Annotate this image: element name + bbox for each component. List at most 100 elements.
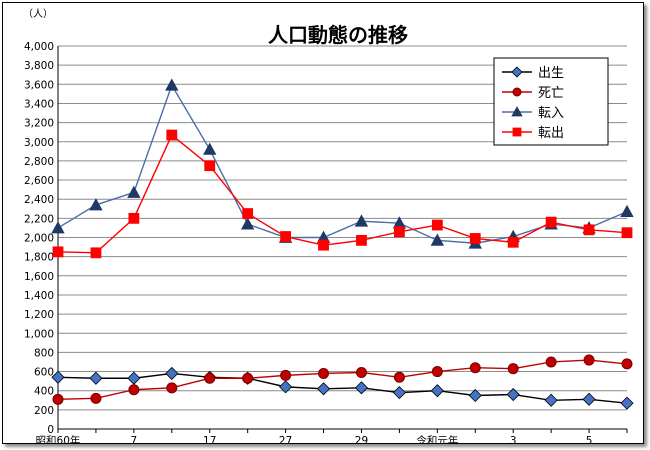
y-tick-label: 1,000 bbox=[24, 328, 54, 340]
data-point bbox=[354, 381, 369, 395]
y-tick-label: 1,800 bbox=[24, 252, 54, 264]
data-point bbox=[506, 387, 520, 402]
data-point bbox=[318, 367, 330, 379]
data-point bbox=[204, 160, 216, 172]
legend-label: 転入 bbox=[538, 106, 564, 121]
data-point bbox=[393, 226, 405, 238]
x-tick-label: 17 bbox=[203, 435, 216, 443]
data-point bbox=[620, 204, 634, 218]
data-point bbox=[166, 382, 178, 394]
data-point bbox=[166, 129, 178, 141]
x-tick-label: 昭和60年 bbox=[36, 434, 81, 443]
legend-marker bbox=[512, 87, 522, 97]
data-point bbox=[355, 367, 367, 379]
data-point bbox=[280, 369, 292, 381]
y-tick-label: 3,000 bbox=[24, 137, 54, 149]
data-point bbox=[393, 371, 405, 383]
series-line bbox=[57, 372, 628, 404]
data-point bbox=[128, 212, 140, 224]
series-line bbox=[57, 359, 628, 401]
legend-item: 転入 bbox=[502, 106, 564, 121]
data-point bbox=[52, 246, 64, 258]
data-point bbox=[165, 366, 179, 381]
x-tick-label: 3 bbox=[510, 435, 517, 443]
legend-label: 転出 bbox=[538, 126, 564, 141]
y-axis-ticks: 0 200 400 600 800 1,000 1,200 1,400 1,600 1,800 2,… bbox=[24, 41, 54, 436]
y-tick-label: 3,400 bbox=[24, 98, 54, 110]
data-point bbox=[89, 371, 103, 385]
y-tick-label: 2,200 bbox=[24, 213, 54, 225]
y-tick-label: 1,400 bbox=[24, 290, 54, 302]
y-tick-label: 3,600 bbox=[24, 79, 54, 91]
y-tick-label: 1,200 bbox=[24, 309, 54, 321]
chart-title: 人口動態の推移 bbox=[268, 23, 408, 47]
data-point bbox=[620, 396, 634, 410]
chart-frame: 人口動態の推移 （人） 0 200 400 600 800 1,000 1,200 1,400… bbox=[2, 2, 644, 444]
y-tick-label: 3,800 bbox=[24, 60, 54, 72]
data-point bbox=[90, 392, 102, 404]
x-tick-label: 5 bbox=[586, 435, 593, 443]
y-tick-label: 4,000 bbox=[24, 41, 54, 53]
series-group bbox=[51, 78, 634, 410]
series-4 bbox=[52, 129, 633, 259]
y-tick-label: 2,600 bbox=[24, 175, 54, 187]
data-point bbox=[279, 380, 293, 394]
series-2 bbox=[52, 354, 633, 405]
series-line bbox=[57, 83, 628, 244]
y-tick-label: 600 bbox=[34, 367, 54, 379]
x-tick-label: 令和元年 bbox=[416, 434, 458, 443]
data-point bbox=[90, 247, 102, 259]
data-point bbox=[431, 366, 443, 378]
x-tick-label: 27 bbox=[279, 435, 292, 443]
data-point bbox=[203, 142, 217, 155]
y-tick-label: 0 bbox=[47, 424, 54, 436]
x-axis-ticks: 昭和60年 7 17 27 29 令和元年 3 5 bbox=[36, 429, 628, 443]
y-tick-label: 2,400 bbox=[24, 194, 54, 206]
data-point bbox=[583, 354, 595, 366]
data-point bbox=[356, 234, 367, 246]
y-unit-label: （人） bbox=[23, 8, 53, 20]
data-point bbox=[240, 217, 255, 230]
data-point bbox=[621, 227, 633, 239]
y-tick-label: 2,800 bbox=[24, 156, 54, 168]
data-point bbox=[165, 78, 179, 91]
data-point bbox=[127, 185, 141, 198]
data-point bbox=[431, 219, 443, 231]
legend-marker bbox=[511, 66, 523, 78]
x-tick-label: 29 bbox=[355, 435, 368, 443]
y-tick-label: 1,600 bbox=[24, 271, 54, 283]
data-point bbox=[507, 236, 519, 248]
legend-label: 死亡 bbox=[538, 86, 564, 101]
axes bbox=[57, 46, 627, 430]
data-point bbox=[392, 386, 406, 400]
data-point bbox=[430, 233, 445, 246]
data-point bbox=[242, 208, 254, 219]
data-point bbox=[51, 221, 65, 234]
gridlines bbox=[58, 45, 627, 430]
data-point bbox=[545, 216, 557, 228]
data-point bbox=[89, 198, 103, 211]
data-point bbox=[318, 239, 329, 251]
data-point bbox=[204, 372, 216, 384]
y-tick-label: 3,200 bbox=[24, 118, 54, 130]
y-tick-label: 400 bbox=[34, 386, 54, 398]
series-1 bbox=[51, 366, 634, 410]
legend-item: 転出 bbox=[502, 126, 564, 141]
data-point bbox=[430, 384, 444, 398]
legend-item: 死亡 bbox=[502, 86, 564, 101]
data-point bbox=[242, 372, 254, 384]
legend-marker bbox=[511, 106, 523, 117]
legend-label: 出生 bbox=[538, 66, 564, 81]
y-tick-label: 800 bbox=[34, 347, 54, 359]
line-chart: 人口動態の推移 （人） 0 200 400 600 800 1,000 1,200 1,400… bbox=[23, 8, 634, 443]
data-point bbox=[51, 370, 65, 384]
y-tick-label: 200 bbox=[34, 405, 54, 417]
data-point bbox=[128, 384, 140, 396]
data-point bbox=[127, 371, 141, 385]
data-point bbox=[354, 214, 369, 227]
data-point bbox=[583, 224, 595, 236]
y-tick-label: 2,000 bbox=[24, 233, 54, 245]
data-point bbox=[582, 392, 596, 406]
data-point bbox=[469, 233, 481, 244]
